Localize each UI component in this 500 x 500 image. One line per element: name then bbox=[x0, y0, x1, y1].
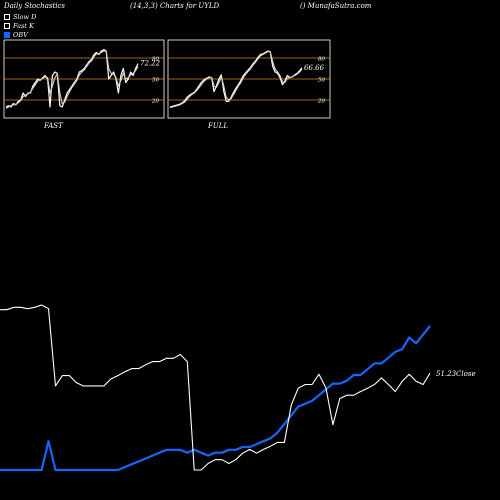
legend-swatch-icon bbox=[4, 14, 10, 20]
legend-slow-d: Slow D bbox=[4, 13, 36, 21]
legend-label-fast-k: Fast K bbox=[13, 22, 34, 30]
panel-title-fast: FAST bbox=[43, 122, 64, 130]
close-line bbox=[0, 304, 431, 471]
full-series-line-1 bbox=[169, 51, 303, 109]
legend-fast-k: Fast K bbox=[4, 22, 34, 30]
y-tick-label: 20 bbox=[151, 99, 159, 105]
y-tick-label: 50 bbox=[318, 78, 325, 84]
full-series-line-0 bbox=[169, 50, 303, 108]
chart-header-left: Daily Stochastics bbox=[4, 2, 66, 10]
legend-swatch-icon bbox=[4, 32, 10, 38]
y-tick-label: 80 bbox=[318, 57, 325, 63]
obv-line bbox=[0, 325, 431, 472]
fast-series-line-1 bbox=[5, 50, 139, 109]
value-label-fast: 72.22 bbox=[140, 60, 161, 68]
y-tick-label: 50 bbox=[152, 78, 159, 84]
value-label-full: 66.66 bbox=[304, 64, 325, 72]
close-value-label: 51.23Close bbox=[436, 370, 476, 378]
panel-title-full: FULL bbox=[207, 122, 228, 130]
y-tick-label: 80 bbox=[152, 57, 159, 63]
y-tick-label: 20 bbox=[317, 99, 325, 105]
chart-header-center: (14,3,3) Charts for UYLD bbox=[130, 2, 220, 10]
legend-label-obv: OBV bbox=[13, 31, 28, 39]
chart-header-right: () MunafaSutra.com bbox=[300, 2, 372, 10]
legend-obv: OBV bbox=[4, 31, 28, 39]
legend-swatch-icon bbox=[4, 23, 10, 29]
legend-label-slow-d: Slow D bbox=[13, 13, 37, 21]
